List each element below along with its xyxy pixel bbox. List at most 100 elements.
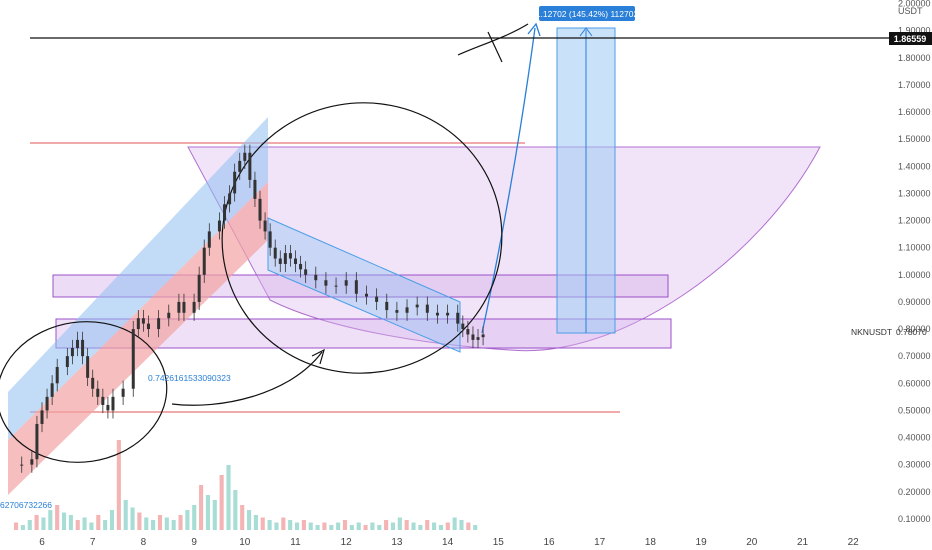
price-tick-label: 1.70000	[898, 80, 931, 90]
volume-bar	[473, 525, 478, 530]
time-tick-label: 18	[645, 537, 657, 548]
candle-body	[364, 293, 368, 297]
candle-body	[55, 367, 59, 384]
time-tick-label: 21	[797, 537, 809, 548]
price-tick-label: 0.80000	[898, 324, 931, 334]
volume-bar	[55, 505, 60, 530]
price-axis[interactable]: USDT 2.00000 1.90000 1.80000 1.70000 1.60000…	[898, 0, 931, 524]
volume-bar	[390, 522, 396, 530]
candle-body	[96, 388, 100, 397]
price-tick-label: 0.50000	[898, 405, 931, 415]
candle-body	[81, 339, 85, 357]
volume-bar	[452, 517, 457, 530]
candle-body	[70, 348, 74, 357]
candle-body	[294, 258, 297, 264]
candle-body	[268, 231, 272, 248]
volume-bar	[356, 522, 361, 530]
volume-bar	[281, 517, 286, 530]
candle-body	[258, 198, 262, 221]
volume-bar	[157, 515, 163, 530]
candle-body	[228, 193, 232, 205]
price-tick-label: 0.20000	[898, 487, 931, 497]
volume-bar	[192, 505, 197, 530]
volume-bar	[260, 517, 265, 530]
volume-bar	[397, 517, 402, 530]
time-tick-label: 11	[290, 537, 301, 548]
volume-bar	[68, 515, 73, 530]
candle-body	[273, 247, 277, 259]
candle-body	[192, 301, 196, 313]
candle-body	[288, 253, 292, 259]
volume-bar	[205, 495, 210, 530]
volume-bar	[411, 522, 416, 530]
candle-body	[456, 312, 460, 324]
volume-bar	[274, 522, 279, 530]
candle-body	[243, 152, 247, 161]
volume-bar	[82, 517, 87, 530]
time-tick-label: 22	[848, 537, 860, 548]
volume-bar	[342, 520, 348, 530]
price-tick-label: 1.20000	[898, 216, 931, 226]
candle-body	[50, 383, 54, 397]
candle-body	[334, 285, 338, 287]
price-tick-label: 0.60000	[898, 378, 931, 388]
candle-body	[354, 280, 358, 294]
candle-body	[30, 459, 34, 465]
volume-bar	[294, 522, 300, 530]
candle-body	[177, 301, 181, 313]
price-tick-label: 0.70000	[898, 351, 931, 361]
time-tick-label: 20	[746, 537, 758, 548]
candle-body	[314, 274, 318, 281]
volume-bar	[171, 520, 176, 530]
price-axis-unit: USDT	[898, 6, 923, 16]
candle-body	[471, 334, 475, 340]
candle-body	[106, 404, 110, 411]
candle-body	[45, 396, 49, 411]
candle-body	[253, 179, 257, 199]
time-axis[interactable]: 6 7 8 9 10 11 12 13 14 15 16 17 18 19 20 21 22	[39, 537, 859, 548]
candle-body	[375, 296, 379, 302]
volume-bar	[336, 522, 341, 530]
hand-arrow-head	[311, 348, 325, 365]
volume-bar	[322, 522, 327, 530]
candle-body	[217, 220, 221, 232]
volume-bar	[240, 505, 245, 530]
candle-body	[435, 312, 439, 316]
volume-bar	[75, 520, 80, 530]
volume-bar	[48, 510, 53, 530]
volume-bar	[109, 510, 115, 530]
volume-bar	[466, 522, 471, 530]
candle-layer	[20, 144, 485, 473]
candle-body	[263, 220, 267, 232]
volume-bar	[137, 512, 142, 530]
target-arrow-head	[579, 27, 593, 37]
volume-bar	[377, 525, 382, 530]
candle-body	[476, 337, 480, 340]
price-tick-label: 1.50000	[898, 134, 931, 144]
current-price: 0.78070	[896, 327, 927, 337]
time-tick-label: 19	[696, 537, 708, 548]
candle-body	[35, 423, 39, 460]
time-tick-label: 15	[493, 537, 505, 548]
volume-bar	[164, 517, 169, 530]
volume-bar	[219, 475, 224, 530]
time-tick-label: 7	[90, 537, 96, 548]
candle-body	[405, 307, 409, 313]
volume-bar	[199, 485, 204, 530]
circle-left	[0, 321, 168, 463]
symbol-label: NKNUSDT	[851, 327, 892, 337]
volume-bar	[130, 507, 135, 530]
volume-bar	[438, 525, 443, 530]
volume-bar	[89, 522, 94, 530]
volume-bar	[315, 525, 320, 530]
volume-bar	[226, 465, 231, 530]
volume-bar	[370, 522, 375, 530]
time-tick-label: 6	[39, 537, 45, 548]
key-level-tag	[889, 32, 932, 45]
price-tick-label: 0.40000	[898, 433, 931, 443]
ascending-channel-upper	[8, 117, 268, 440]
volume-bar	[349, 525, 354, 530]
time-tick-label: 16	[543, 537, 555, 548]
key-level-value: 1.86559	[894, 34, 927, 44]
